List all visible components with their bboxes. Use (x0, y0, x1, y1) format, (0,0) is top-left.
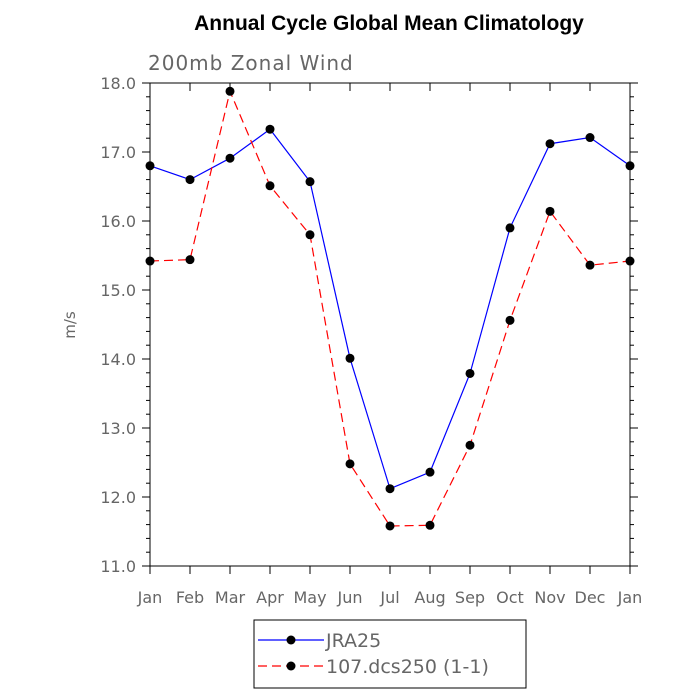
series-2-point (385, 521, 395, 531)
series-2-point (185, 255, 195, 265)
series-1-point (425, 467, 435, 477)
series-2-point (625, 256, 635, 266)
y-tick-label: 11.0 (100, 557, 136, 576)
legend: JRA25 107.dcs250 (1-1) (258, 630, 489, 678)
y-tick-label: 15.0 (100, 281, 136, 300)
chart-title: Annual Cycle Global Mean Climatology (194, 12, 584, 35)
series-1-point (345, 353, 355, 363)
x-tick-label: Jan (137, 588, 163, 607)
series-line-2 (149, 89, 631, 527)
y-tick-label: 12.0 (100, 488, 136, 507)
x-tick-label: Apr (256, 588, 284, 607)
x-tick-label: Feb (176, 588, 204, 607)
x-tick-label: Jul (379, 588, 399, 607)
series-layer (145, 86, 635, 531)
legend-marker-2 (286, 661, 296, 671)
legend-label-1: JRA25 (325, 630, 381, 652)
series-1-point (505, 223, 515, 233)
x-tick-label: Sep (455, 588, 485, 607)
series-1-point (585, 133, 595, 143)
series-2-point (505, 315, 515, 325)
legend-box (253, 619, 527, 689)
y-tick-label: 18.0 (100, 74, 136, 93)
y-tick-label: 14.0 (100, 350, 136, 369)
series-1-point (265, 124, 275, 134)
series-1-point (465, 368, 475, 378)
x-tick-label: Jan (617, 588, 643, 607)
series-1-point (225, 153, 235, 163)
series-2-point (465, 440, 475, 450)
x-tick-label: Oct (496, 588, 524, 607)
plot-frame (149, 82, 631, 567)
y-axis-label: m/s (61, 311, 79, 339)
x-tick-label: Dec (575, 588, 606, 607)
series-2-point (265, 181, 275, 191)
x-tick-label: May (293, 588, 326, 607)
series-2-point (305, 230, 315, 240)
x-tick-labels: Jan Feb Mar Apr May Jun Jul Aug Sep Oct Nov Dec Jan (137, 588, 643, 607)
series-2-point (145, 256, 155, 266)
x-tick-label: Jun (337, 588, 363, 607)
series-2-point (545, 206, 555, 216)
x-tick-label: Aug (414, 588, 445, 607)
y-tick-labels: 11.0 12.0 13.0 14.0 15.0 16.0 17.0 18.0 (100, 74, 136, 576)
series-1-point (185, 175, 195, 185)
series-1-point (545, 139, 555, 149)
series-1-point (305, 177, 315, 187)
series-2-point (425, 520, 435, 530)
series-2-point (225, 86, 235, 96)
x-tick-label: Mar (215, 588, 246, 607)
y-tick-label: 13.0 (100, 419, 136, 438)
y-tick-label: 17.0 (100, 143, 136, 162)
chart-subtitle: 200mb Zonal Wind (148, 51, 354, 75)
y-tick-label: 16.0 (100, 212, 136, 231)
series-1-point (145, 161, 155, 171)
series-line-1 (149, 128, 631, 490)
legend-label-2: 107.dcs250 (1-1) (326, 656, 489, 678)
x-tick-label: Nov (534, 588, 565, 607)
series-2-point (345, 459, 355, 469)
series-1-point (385, 484, 395, 494)
legend-marker-1 (286, 635, 296, 645)
series-2-point (585, 260, 595, 270)
series-1-point (625, 161, 635, 171)
axis-ticks (142, 82, 638, 574)
